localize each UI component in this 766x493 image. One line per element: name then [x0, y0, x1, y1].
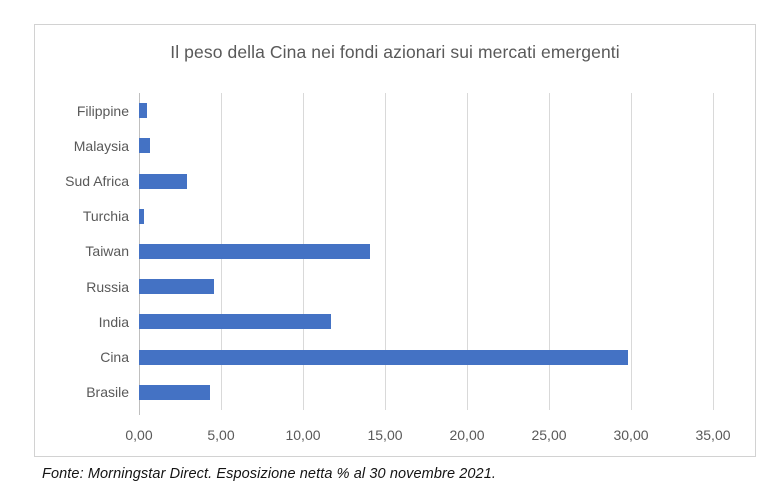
category-label-brasile: Brasile [86, 384, 129, 401]
x-tick-label: 5,00 [207, 427, 235, 443]
x-tick-label: 20,00 [449, 427, 485, 443]
category-label-malaysia: Malaysia [73, 137, 129, 154]
x-tick-label: 30,00 [613, 427, 649, 443]
category-label-filippine: Filippine [76, 102, 129, 119]
gridline [631, 93, 632, 410]
bar-row-cina [139, 340, 713, 375]
category-label-russia: Russia [86, 278, 129, 295]
chart-area: Il peso della Cina nei fondi azionari su… [34, 24, 756, 457]
x-tick-label: 15,00 [367, 427, 403, 443]
x-tick-label: 25,00 [531, 427, 567, 443]
bar-row-russia [139, 269, 713, 304]
value-axis: 0,00 5,00 10,00 15,00 20,00 25,00 30,00 35,00 [125, 423, 730, 445]
source-note: Fonte: Morningstar Direct. Esposizione n… [42, 466, 497, 482]
bar-malaysia [139, 138, 151, 154]
axis-tick-mark [139, 410, 140, 415]
bar-sud-africa [139, 173, 187, 189]
category-label-sud-africa: Sud Africa [65, 173, 129, 190]
x-tick-label: 10,00 [285, 427, 321, 443]
gridline [385, 93, 386, 410]
gridline [467, 93, 468, 410]
bar-brasile [139, 384, 210, 400]
bar-filippine [139, 103, 148, 119]
bar-india [139, 314, 331, 330]
category-axis-labels: Filippine Malaysia Sud Africa Turchia Taiwan… [41, 93, 129, 410]
plot-area [139, 93, 714, 415]
bar-rows [139, 93, 713, 410]
gridline [549, 93, 550, 410]
chart-title: Il peso della Cina nei fondi azionari su… [170, 42, 620, 62]
bar-turchia [139, 208, 144, 224]
bar-row-sud-africa [139, 163, 713, 198]
bar-row-brasile [139, 375, 713, 410]
gridline [713, 93, 714, 410]
bar-taiwan [139, 243, 371, 259]
bar-row-india [139, 304, 713, 339]
bar-row-turchia [139, 199, 713, 234]
bar-row-malaysia [139, 128, 713, 163]
bar-row-filippine [139, 93, 713, 128]
category-label-india: India [98, 313, 129, 330]
category-label-cina: Cina [100, 349, 129, 366]
category-label-taiwan: Taiwan [85, 243, 129, 260]
bar-russia [139, 279, 215, 295]
category-label-turchia: Turchia [82, 208, 129, 225]
x-tick-label: 0,00 [125, 427, 153, 443]
bar-cina [139, 349, 628, 365]
bar-row-taiwan [139, 234, 713, 269]
x-tick-label: 35,00 [695, 427, 731, 443]
